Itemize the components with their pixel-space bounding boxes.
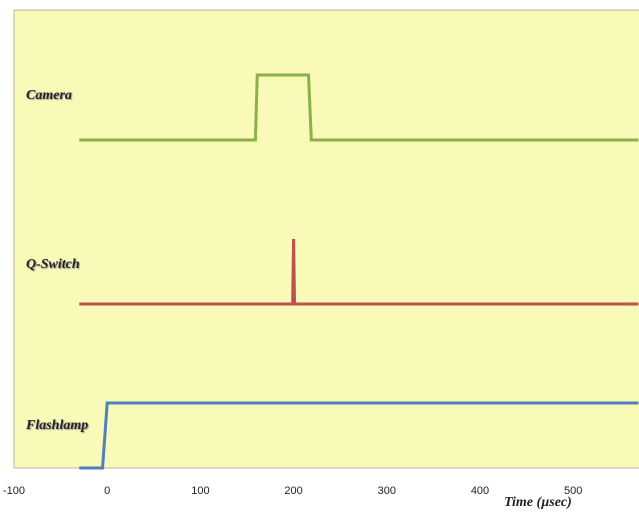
x-tick-label: 400	[471, 485, 489, 497]
signal-line	[79, 73, 639, 142]
x-tick-label: -100	[3, 485, 25, 497]
x-tick-label: 0	[104, 485, 110, 497]
series-label: Camera	[26, 88, 72, 103]
x-tick-label: 200	[284, 485, 302, 497]
signal-line	[79, 401, 639, 470]
x-tick-label: 500	[564, 485, 582, 497]
signal-line	[79, 238, 639, 306]
series-label: Flashlamp	[25, 418, 88, 433]
x-tick-label: 100	[191, 485, 209, 497]
x-tick-label: 300	[378, 485, 396, 497]
series-label: Q-Switch	[26, 257, 80, 272]
x-axis-label: Time (µsec)	[504, 495, 572, 510]
plot-area	[13, 9, 639, 469]
